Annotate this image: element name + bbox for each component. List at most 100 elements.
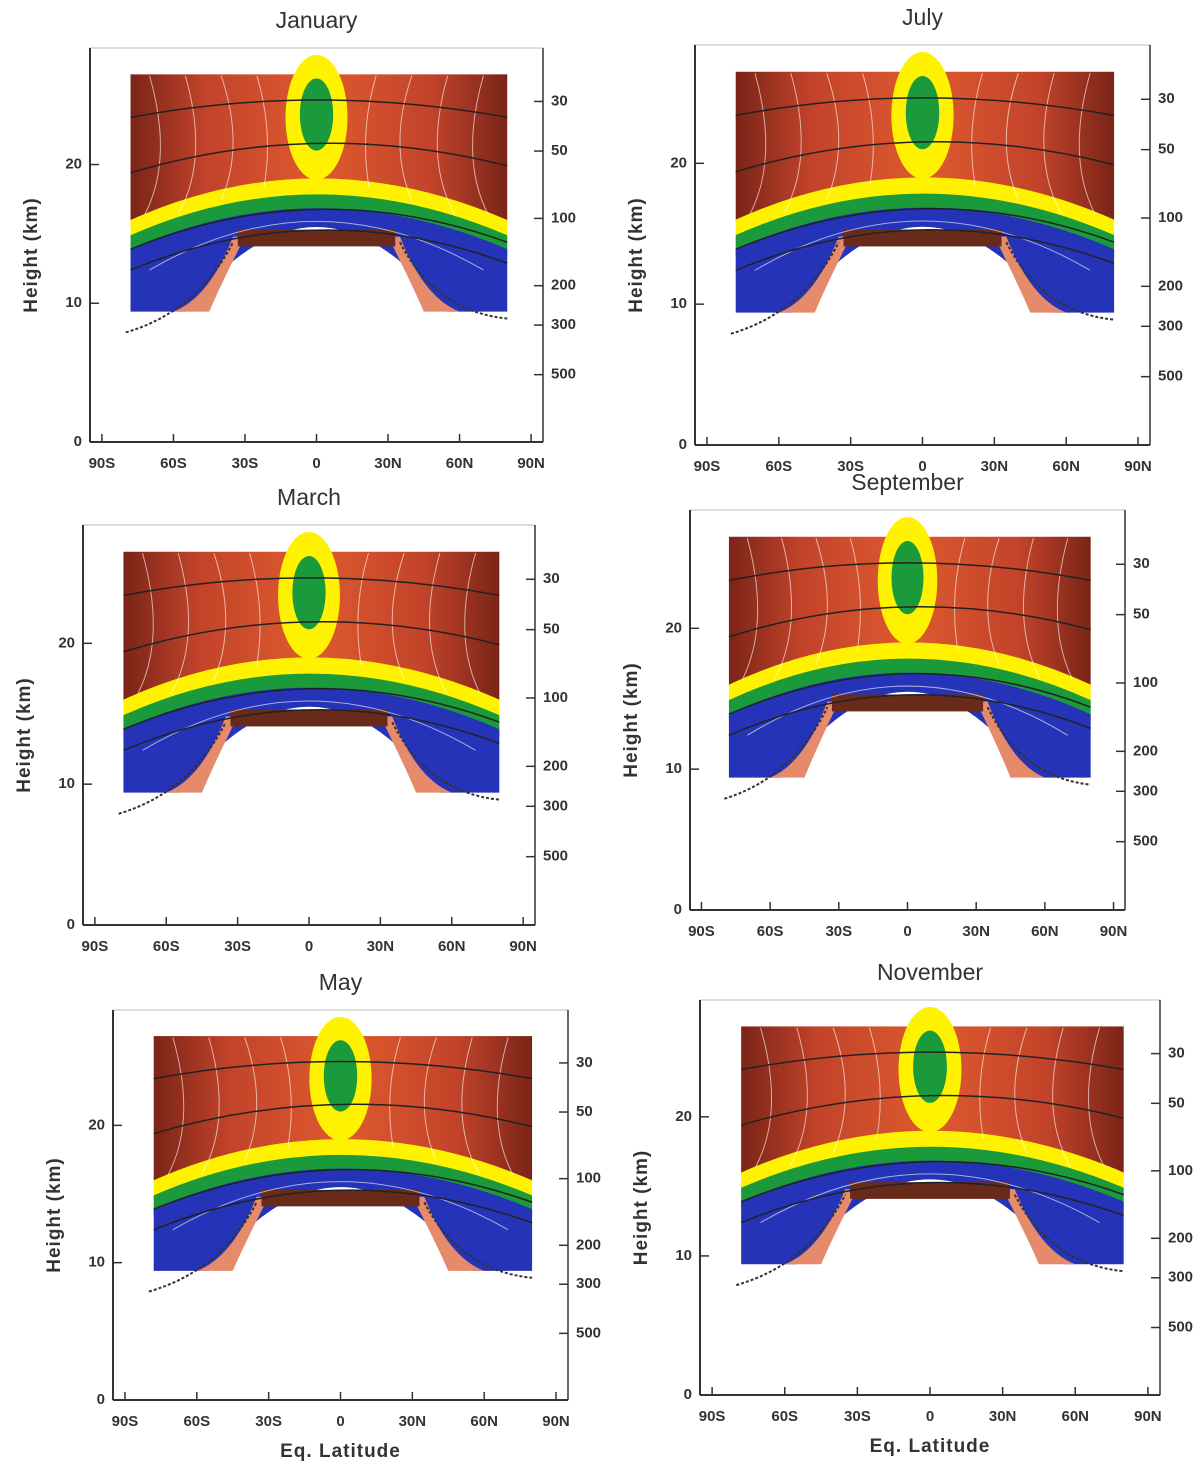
y2-tick-label: 300 [1158,317,1183,334]
y2-tick-label: 50 [1168,1094,1185,1111]
x-tick-label: 90S [699,1408,726,1425]
x-tick-label: 30N [981,458,1009,475]
y-axis-label: Height (km) [44,1157,65,1273]
y2-tick-label: 500 [551,366,576,383]
y-tick-label: 20 [65,156,82,173]
x-tick-label: 90S [694,458,721,475]
panel: January Height (km) 90S 60S 30S 0 30N 60N 90N 0 10… [21,7,576,472]
y2-tick-label: 30 [576,1054,593,1071]
x-tick-label: 30S [255,1413,282,1430]
panel-title: November [877,959,983,985]
y2-tick-label: 50 [551,142,568,159]
x-tick-label: 30S [844,1408,871,1425]
panel: November Height (km) Eq. Latitude 90S 60S 30S… [631,959,1193,1457]
y-tick-label: 0 [97,1391,105,1408]
y-tick-label: 20 [670,154,687,171]
x-axis-label: Eq. Latitude [280,1441,401,1462]
contour-field [731,52,1114,334]
x-tick-label: 60N [446,455,474,472]
x-tick-label: 90N [542,1413,570,1430]
x-tick-label: 90N [517,455,545,472]
y2-tick-label: 30 [1133,555,1150,572]
x-tick-label: 0 [336,1413,344,1430]
y-tick-label: 10 [675,1247,692,1264]
y2-tick-label: 500 [1168,1318,1193,1335]
y2-tick-label: 30 [543,570,560,587]
panel-title: July [902,4,943,30]
y2-tick-label: 100 [576,1170,601,1187]
contour-field [149,1017,532,1292]
y2-tick-label: 500 [1158,368,1183,385]
y-tick-label: 20 [58,634,75,651]
x-tick-label: 0 [305,938,313,955]
panel: September Height (km) 90S 60S 30S 0 30N 60N 90N 0… [621,469,1158,940]
contour-field [736,1007,1123,1285]
y-axis-label: Height (km) [631,1150,652,1266]
x-tick-label: 30N [962,923,990,940]
y-axis-label: Height (km) [21,197,42,313]
x-tick-label: 30N [374,455,402,472]
x-tick-label: 90N [1124,458,1152,475]
x-tick-label: 60S [771,1408,798,1425]
y2-tick-label: 100 [1133,674,1158,691]
x-tick-label: 60S [183,1413,210,1430]
y2-tick-label: 30 [1168,1045,1185,1062]
x-tick-label: 60N [438,938,466,955]
y2-tick-label: 200 [551,277,576,294]
x-tick-label: 30S [224,938,251,955]
contour-field [119,532,500,814]
x-tick-label: 60N [1052,458,1080,475]
y-tick-label: 20 [88,1116,105,1133]
y-tick-label: 0 [679,436,687,453]
y2-tick-label: 50 [1133,606,1150,623]
x-tick-label: 0 [926,1408,934,1425]
y-tick-label: 0 [67,916,75,933]
y-axis-label: Height (km) [14,677,35,793]
y2-tick-label: 50 [576,1103,593,1120]
x-tick-label: 90S [82,938,109,955]
y-tick-label: 10 [58,775,75,792]
panel: March Height (km) 90S 60S 30S 0 30N 60N 90N 0 10 20… [14,484,568,955]
x-tick-label: 90S [688,923,715,940]
x-tick-label: 60S [160,455,187,472]
x-tick-label: 90S [112,1413,139,1430]
y2-tick-label: 300 [1133,782,1158,799]
y2-tick-label: 500 [543,848,568,865]
contour-field [126,55,507,332]
x-tick-label: 0 [903,923,911,940]
y-tick-label: 10 [665,760,682,777]
x-tick-label: 30S [232,455,259,472]
y-tick-label: 20 [675,1108,692,1125]
x-tick-label: 60S [153,938,180,955]
y2-tick-label: 500 [576,1324,601,1341]
x-tick-label: 60N [1061,1408,1089,1425]
x-tick-label: 90S [89,455,116,472]
panel-title: March [277,484,341,510]
y2-tick-label: 200 [1133,742,1158,759]
panel-title: January [276,7,358,33]
x-axis-label: Eq. Latitude [870,1436,991,1457]
panel: July Height (km) 90S 60S 30S 0 30N 60N 90N 0 10 20 3… [626,4,1183,475]
y2-tick-label: 200 [543,757,568,774]
x-tick-label: 60S [765,458,792,475]
y-axis-label: Height (km) [626,197,647,313]
y-tick-label: 0 [684,1386,692,1403]
x-tick-label: 0 [312,455,320,472]
y2-tick-label: 200 [1158,277,1183,294]
x-tick-label: 30N [399,1413,427,1430]
y2-tick-label: 100 [543,689,568,706]
y2-tick-label: 500 [1133,833,1158,850]
y2-tick-label: 50 [1158,141,1175,158]
x-tick-label: 90N [1134,1408,1162,1425]
y2-tick-label: 30 [551,92,568,109]
contour-field [724,517,1090,799]
x-tick-label: 30N [989,1408,1017,1425]
x-tick-label: 30S [837,458,864,475]
y-tick-label: 20 [665,619,682,636]
y-tick-label: 0 [74,433,82,450]
x-tick-label: 30S [825,923,852,940]
y2-tick-label: 300 [576,1275,601,1292]
y2-tick-label: 100 [1158,209,1183,226]
y-tick-label: 10 [88,1254,105,1271]
